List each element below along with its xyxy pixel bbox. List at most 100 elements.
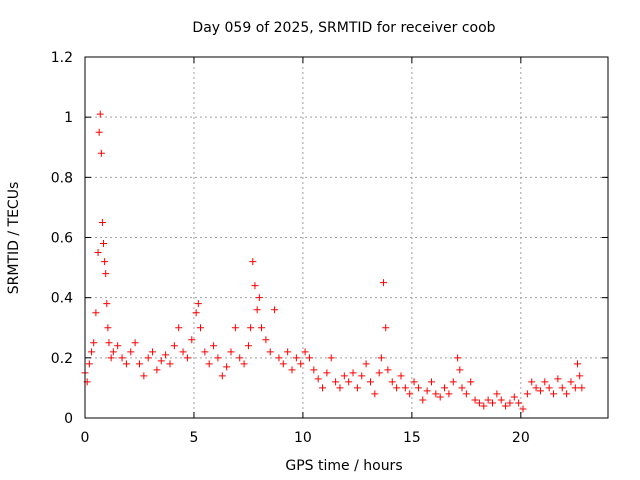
data-point bbox=[358, 372, 366, 380]
data-series bbox=[81, 110, 586, 413]
data-point bbox=[114, 342, 122, 350]
data-point bbox=[558, 384, 566, 392]
data-point bbox=[462, 390, 470, 398]
data-point bbox=[319, 384, 327, 392]
data-point bbox=[231, 324, 239, 332]
data-point bbox=[471, 396, 479, 404]
data-point bbox=[515, 399, 523, 407]
data-point bbox=[188, 336, 196, 344]
data-point bbox=[510, 393, 518, 401]
data-point bbox=[380, 279, 388, 287]
data-point bbox=[262, 336, 270, 344]
data-point bbox=[423, 387, 431, 395]
data-point bbox=[314, 375, 322, 383]
data-point bbox=[144, 354, 152, 362]
data-point bbox=[255, 294, 263, 302]
data-point bbox=[94, 249, 102, 257]
data-point bbox=[266, 348, 274, 356]
data-point bbox=[377, 354, 385, 362]
data-point bbox=[96, 110, 104, 118]
data-point bbox=[532, 384, 540, 392]
data-point bbox=[140, 372, 148, 380]
data-point bbox=[497, 396, 505, 404]
data-point bbox=[310, 366, 318, 374]
data-point bbox=[279, 360, 287, 368]
data-point bbox=[332, 378, 340, 386]
data-point bbox=[449, 378, 457, 386]
data-point bbox=[131, 339, 139, 347]
data-point bbox=[441, 384, 449, 392]
data-point bbox=[545, 384, 553, 392]
data-point bbox=[107, 354, 115, 362]
y-axis-label: SRMTID / TECUs bbox=[6, 182, 22, 295]
x-tick-label: 10 bbox=[294, 430, 312, 446]
data-point bbox=[90, 339, 98, 347]
data-point bbox=[454, 354, 462, 362]
data-point bbox=[393, 384, 401, 392]
data-point bbox=[340, 372, 348, 380]
data-point bbox=[550, 390, 558, 398]
data-point bbox=[271, 306, 279, 314]
data-point bbox=[153, 366, 161, 374]
data-point bbox=[127, 348, 135, 356]
data-point bbox=[528, 378, 536, 386]
data-point bbox=[353, 384, 361, 392]
data-point bbox=[489, 399, 497, 407]
data-point bbox=[297, 360, 305, 368]
data-point bbox=[410, 378, 418, 386]
axis-ticks: 0 0.2 0.4 0.6 0.8 1 1.2 0 5 10 15 20 bbox=[51, 50, 608, 446]
data-point bbox=[536, 387, 544, 395]
data-point bbox=[253, 306, 261, 314]
data-point bbox=[305, 354, 313, 362]
data-point bbox=[523, 390, 531, 398]
data-point bbox=[362, 360, 370, 368]
data-point bbox=[567, 378, 575, 386]
data-point bbox=[149, 348, 157, 356]
data-point bbox=[427, 378, 435, 386]
data-point bbox=[218, 372, 226, 380]
data-point bbox=[118, 354, 126, 362]
data-point bbox=[493, 390, 501, 398]
data-point bbox=[401, 384, 409, 392]
y-tick-label: 1 bbox=[64, 110, 73, 126]
data-point bbox=[456, 366, 464, 374]
y-tick-label: 0.8 bbox=[51, 170, 73, 186]
chart-title: Day 059 of 2025, SRMTID for receiver coo… bbox=[192, 20, 495, 36]
data-point bbox=[519, 405, 527, 413]
y-tick-label: 0.6 bbox=[51, 231, 73, 247]
data-point bbox=[251, 282, 259, 290]
data-point bbox=[323, 369, 331, 377]
data-point bbox=[467, 378, 475, 386]
data-point bbox=[196, 324, 204, 332]
x-tick-label: 0 bbox=[81, 430, 90, 446]
data-point bbox=[240, 360, 248, 368]
data-point bbox=[419, 396, 427, 404]
gridlines bbox=[85, 57, 608, 418]
data-point bbox=[573, 360, 581, 368]
data-point bbox=[288, 366, 296, 374]
data-point bbox=[194, 300, 202, 308]
data-point bbox=[109, 348, 117, 356]
data-point bbox=[100, 240, 108, 248]
data-point bbox=[103, 300, 111, 308]
data-point bbox=[236, 354, 244, 362]
data-point bbox=[484, 396, 492, 404]
x-axis-label: GPS time / hours bbox=[285, 458, 402, 474]
data-point bbox=[201, 348, 209, 356]
data-point bbox=[170, 342, 178, 350]
data-point bbox=[554, 375, 562, 383]
data-point bbox=[301, 348, 309, 356]
data-point bbox=[92, 309, 100, 317]
data-point bbox=[366, 378, 374, 386]
data-point bbox=[102, 270, 110, 278]
data-point bbox=[101, 258, 109, 266]
data-point bbox=[275, 354, 283, 362]
data-point bbox=[576, 372, 584, 380]
data-point bbox=[571, 384, 579, 392]
data-point bbox=[88, 348, 96, 356]
y-tick-label: 0 bbox=[64, 411, 73, 427]
data-point bbox=[502, 402, 510, 410]
data-point bbox=[192, 309, 200, 317]
data-point bbox=[458, 384, 466, 392]
